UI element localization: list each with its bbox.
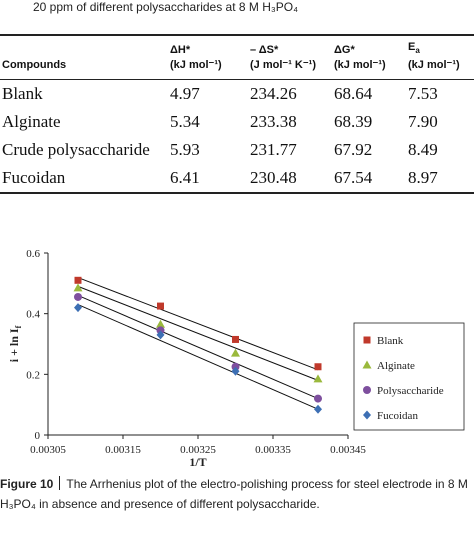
cell-delta-h: 5.93 [170,140,200,160]
cell-delta-g: 68.64 [334,84,373,104]
figure-label: Figure 10 [0,477,54,491]
cell-delta-h: 5.34 [170,112,200,132]
data-point-diamond [74,303,82,313]
legend-label: Polysaccharide [377,385,444,397]
cell-delta-s: 230.48 [250,168,297,188]
header-activation-energy: Ea (kJ mol⁻¹) [408,41,460,72]
cell-compound: Crude polysaccharide [2,140,150,160]
y-axis-title: i + ln If [7,325,23,362]
trend-line [77,304,319,410]
table-row: Blank 4.97 234.26 68.64 7.53 [0,80,474,109]
header-delta-h: ΔH* (kJ mol⁻¹) [170,44,222,72]
table-row: Crude polysaccharide 5.93 231.77 67.92 8… [0,136,474,164]
figure-caption-text: The Arrhenius plot of the electro-polish… [0,477,468,511]
legend-box [353,322,465,431]
y-tick-label: 0.6 [26,248,40,260]
data-point-circle [231,362,240,371]
caption-divider [59,476,61,490]
data-point-square [157,302,164,310]
data-point-triangle [231,348,240,357]
cell-compound: Fucoidan [2,168,66,188]
cell-ea: 8.97 [408,168,438,188]
x-tick-label: 0.00325 [180,444,216,456]
header-delta-s: – ΔS* (J mol⁻¹ K⁻¹) [250,44,316,72]
data-point-square [314,363,322,371]
trend-line [77,277,319,371]
header-delta-g: ΔG* (kJ mol⁻¹) [334,44,386,72]
cell-delta-g: 67.54 [334,168,373,188]
axes [47,253,348,436]
cell-ea: 7.90 [408,112,438,132]
table-row: Alginate 5.34 233.38 68.39 7.90 [0,108,474,136]
data-point-circle [314,394,322,403]
trend-line [77,295,319,400]
thermodynamic-parameters-table: Compounds ΔH* (kJ mol⁻¹) – ΔS* (J mol⁻¹ K⁻… [0,34,474,194]
data-point-circle [156,326,165,335]
data-point-triangle [156,319,165,328]
cell-delta-s: 231.77 [250,140,297,160]
data-points [73,276,323,414]
cell-delta-g: 68.39 [334,112,373,132]
x-tick-label: 0.00305 [30,444,66,456]
y-tick-label: 0 [35,430,41,442]
cell-compound: Alginate [2,112,61,132]
x-tick-label: 0.00345 [330,444,366,456]
x-tick-label: 0.00335 [255,444,291,456]
trend-line [77,285,319,381]
arrhenius-plot: 0 0.2 0.4 0.6 0.00305 0.00315 0.00325 0.00335 0.… [7,248,465,468]
y-tick-label: 0.4 [26,309,40,321]
table-caption-fragment: 20 ppm of different polysaccharides at 8… [33,0,299,14]
cell-ea: 7.53 [408,84,438,104]
legend-marker-square [363,336,371,344]
table-header-row: Compounds ΔH* (kJ mol⁻¹) – ΔS* (J mol⁻¹ K⁻… [0,35,474,80]
legend-label: Blank [377,335,404,347]
table-row: Fucoidan 6.41 230.48 67.54 8.97 [0,164,474,194]
cell-compound: Blank [2,84,43,104]
axis-ticks: 0 0.2 0.4 0.6 0.00305 0.00315 0.00325 0.00335 0.… [26,248,366,456]
legend-marker-circle [363,386,371,394]
data-point-triangle [313,374,323,383]
cell-delta-g: 67.92 [334,140,373,160]
x-tick-label: 0.00315 [105,444,141,456]
data-point-square [74,276,82,284]
cell-delta-h: 6.41 [170,168,200,188]
data-point-diamond [231,366,240,376]
legend-marker-triangle [362,360,372,369]
legend-label: Alginate [377,360,415,372]
cell-delta-h: 4.97 [170,84,200,104]
x-axis-title: 1/T [189,455,206,468]
data-point-triangle [73,283,83,292]
data-point-circle [74,292,82,301]
legend: Blank Alginate Polysaccharide Fucoidan [353,322,465,431]
y-tick-label: 0.2 [26,369,40,381]
legend-label: Fucoidan [377,410,418,422]
trend-lines [77,277,319,410]
data-point-square [232,335,239,343]
figure-caption: Figure 10 The Arrhenius plot of the elect… [0,474,474,514]
data-point-diamond [314,404,322,414]
cell-delta-s: 234.26 [250,84,297,104]
cell-ea: 8.49 [408,140,438,160]
legend-marker-diamond [363,410,371,420]
cell-delta-s: 233.38 [250,112,297,132]
data-point-diamond [156,330,165,340]
header-compounds: Compounds [2,59,67,72]
